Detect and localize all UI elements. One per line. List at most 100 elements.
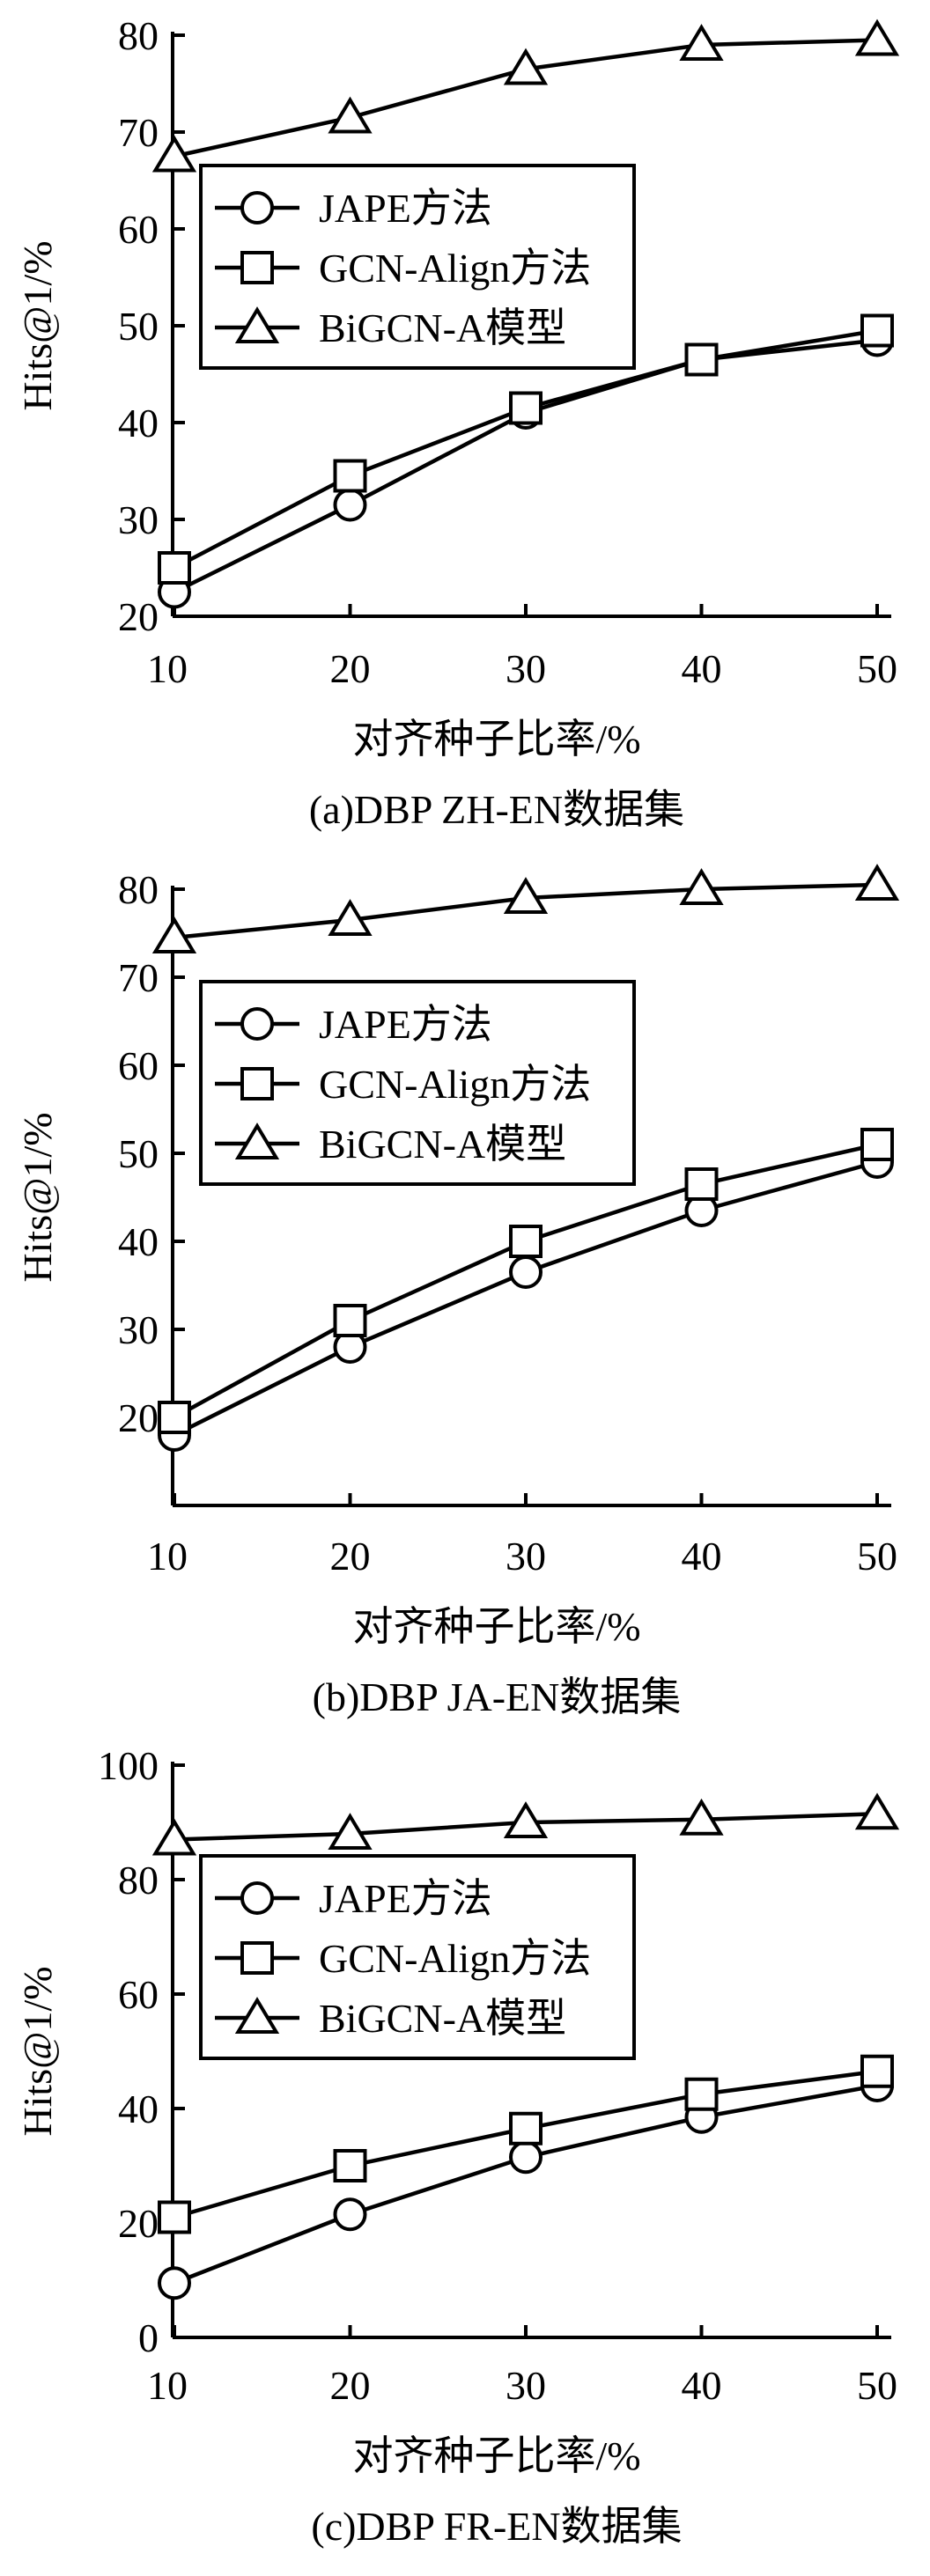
x-tick-label: 40 bbox=[682, 646, 722, 691]
data-point-square bbox=[860, 2054, 894, 2088]
data-point-triangle bbox=[503, 48, 549, 85]
data-point-square bbox=[333, 459, 367, 493]
legend-label: GCN-Align方法 bbox=[319, 246, 591, 291]
legend-label: BiGCN-A模型 bbox=[319, 305, 566, 350]
x-axis-title: 对齐种子比率/% bbox=[352, 1604, 640, 1649]
legend-label: GCN-Align方法 bbox=[319, 1936, 591, 1981]
data-point-circle bbox=[333, 2197, 367, 2232]
data-point-square bbox=[158, 551, 191, 585]
data-point-triangle bbox=[328, 899, 373, 936]
data-point-triangle bbox=[854, 18, 900, 56]
y-tick-label: 20 bbox=[118, 1395, 159, 1440]
y-axis-title: Hits@1/% bbox=[15, 1112, 60, 1282]
y-tick-label: 30 bbox=[118, 497, 159, 542]
series-line-circle bbox=[173, 338, 878, 594]
y-tick-label: 20 bbox=[118, 594, 159, 639]
y-tick-label: 80 bbox=[118, 1858, 159, 1903]
x-tick-label: 10 bbox=[147, 1534, 188, 1579]
x-tick-label: 20 bbox=[330, 1534, 371, 1579]
x-axis-title: 对齐种子比率/% bbox=[352, 717, 640, 762]
y-tick-label: 30 bbox=[118, 1307, 159, 1352]
y-tick-label: 40 bbox=[118, 2087, 159, 2131]
y-tick-label: 80 bbox=[118, 13, 159, 58]
y-tick-label: 50 bbox=[118, 1131, 159, 1176]
x-tick-label: 30 bbox=[506, 1534, 546, 1579]
legend-marker-circle bbox=[240, 1881, 274, 1915]
legend-marker-circle bbox=[240, 191, 274, 224]
data-point-square bbox=[509, 2111, 542, 2145]
data-point-triangle bbox=[679, 1798, 724, 1836]
data-point-triangle bbox=[151, 916, 197, 953]
y-axis-title: Hits@1/% bbox=[15, 1966, 60, 2136]
series-line-circle bbox=[173, 1159, 878, 1438]
legend-label: BiGCN-A模型 bbox=[319, 1122, 566, 1167]
y-tick-label: 60 bbox=[118, 1972, 159, 2017]
x-tick-label: 50 bbox=[857, 1534, 897, 1579]
x-tick-label: 30 bbox=[506, 646, 546, 691]
data-point-circle bbox=[509, 2140, 542, 2175]
chart-caption: (b)DBP JA-EN数据集 bbox=[313, 1674, 682, 1719]
legend-marker-triangle bbox=[234, 1997, 280, 2034]
legend-label: JAPE方法 bbox=[319, 1002, 492, 1047]
y-tick-label: 60 bbox=[118, 207, 159, 252]
data-point-square bbox=[158, 1401, 191, 1434]
data-point-square bbox=[684, 2077, 719, 2111]
data-point-square bbox=[860, 1128, 894, 1161]
chart-panel-3: 0 20 40 60 80 100 10 20 30 40 50 对齐种子比率/% Hits@1/% (c… bbox=[15, 1743, 900, 2549]
y-tick-label: 20 bbox=[118, 2201, 159, 2246]
data-point-triangle bbox=[328, 96, 373, 134]
x-tick-label: 40 bbox=[682, 1534, 722, 1579]
legend-label: JAPE方法 bbox=[319, 186, 492, 231]
data-point-circle bbox=[158, 2266, 191, 2300]
data-point-triangle bbox=[328, 1813, 373, 1850]
x-tick-label: 50 bbox=[857, 646, 897, 691]
data-point-triangle bbox=[151, 1818, 197, 1856]
data-point-triangle bbox=[679, 868, 724, 905]
legend-label: JAPE方法 bbox=[319, 1876, 492, 1921]
chart-panel-1: 20 30 40 50 60 70 80 10 20 30 40 50 对齐种子比率/% Hits@1/%… bbox=[15, 13, 900, 832]
data-point-triangle bbox=[854, 1792, 900, 1830]
data-point-triangle bbox=[503, 877, 549, 914]
legend-marker-circle bbox=[240, 1007, 274, 1041]
data-point-triangle bbox=[679, 24, 724, 61]
legend-label: BiGCN-A模型 bbox=[319, 1996, 566, 2041]
chart-caption: (c)DBP FR-EN数据集 bbox=[311, 2504, 682, 2549]
data-point-square bbox=[509, 1225, 542, 1258]
x-axis-title: 对齐种子比率/% bbox=[352, 2433, 640, 2478]
y-tick-label: 80 bbox=[118, 867, 159, 912]
x-tick-label: 20 bbox=[330, 646, 371, 691]
x-tick-label: 40 bbox=[682, 2363, 722, 2408]
data-point-circle bbox=[333, 488, 367, 522]
x-tick-label: 20 bbox=[330, 2363, 371, 2408]
y-axis-title: Hits@1/% bbox=[15, 240, 60, 410]
y-tick-label: 50 bbox=[118, 304, 159, 349]
data-point-square bbox=[509, 391, 542, 425]
data-point-square bbox=[333, 1304, 367, 1337]
y-tick-label: 40 bbox=[118, 1219, 159, 1264]
data-point-triangle bbox=[151, 135, 197, 173]
legend-marker-triangle bbox=[234, 1122, 280, 1159]
data-point-square bbox=[684, 342, 719, 377]
y-tick-label: 0 bbox=[138, 2315, 159, 2360]
y-tick-label: 100 bbox=[98, 1743, 159, 1788]
chart-panel-2: 20 30 40 50 60 70 80 10 20 30 40 50 对齐种子比率/% Hits@1/%… bbox=[15, 864, 900, 1719]
legend-marker-triangle bbox=[234, 306, 280, 343]
legend-label: GCN-Align方法 bbox=[319, 1062, 591, 1107]
data-point-square bbox=[684, 1167, 719, 1201]
y-tick-label: 60 bbox=[118, 1043, 159, 1088]
x-tick-label: 10 bbox=[147, 646, 188, 691]
x-tick-label: 10 bbox=[147, 2363, 188, 2408]
y-tick-label: 40 bbox=[118, 401, 159, 445]
data-point-square bbox=[333, 2149, 367, 2182]
x-tick-label: 50 bbox=[857, 2363, 897, 2408]
legend-marker-square bbox=[240, 1941, 274, 1975]
x-tick-label: 30 bbox=[506, 2363, 546, 2408]
legend-marker-square bbox=[240, 251, 274, 284]
data-point-square bbox=[158, 2200, 191, 2234]
data-point-triangle bbox=[854, 864, 900, 901]
y-tick-label: 70 bbox=[118, 955, 159, 1000]
y-tick-label: 70 bbox=[118, 110, 159, 155]
legend-marker-square bbox=[240, 1067, 274, 1100]
